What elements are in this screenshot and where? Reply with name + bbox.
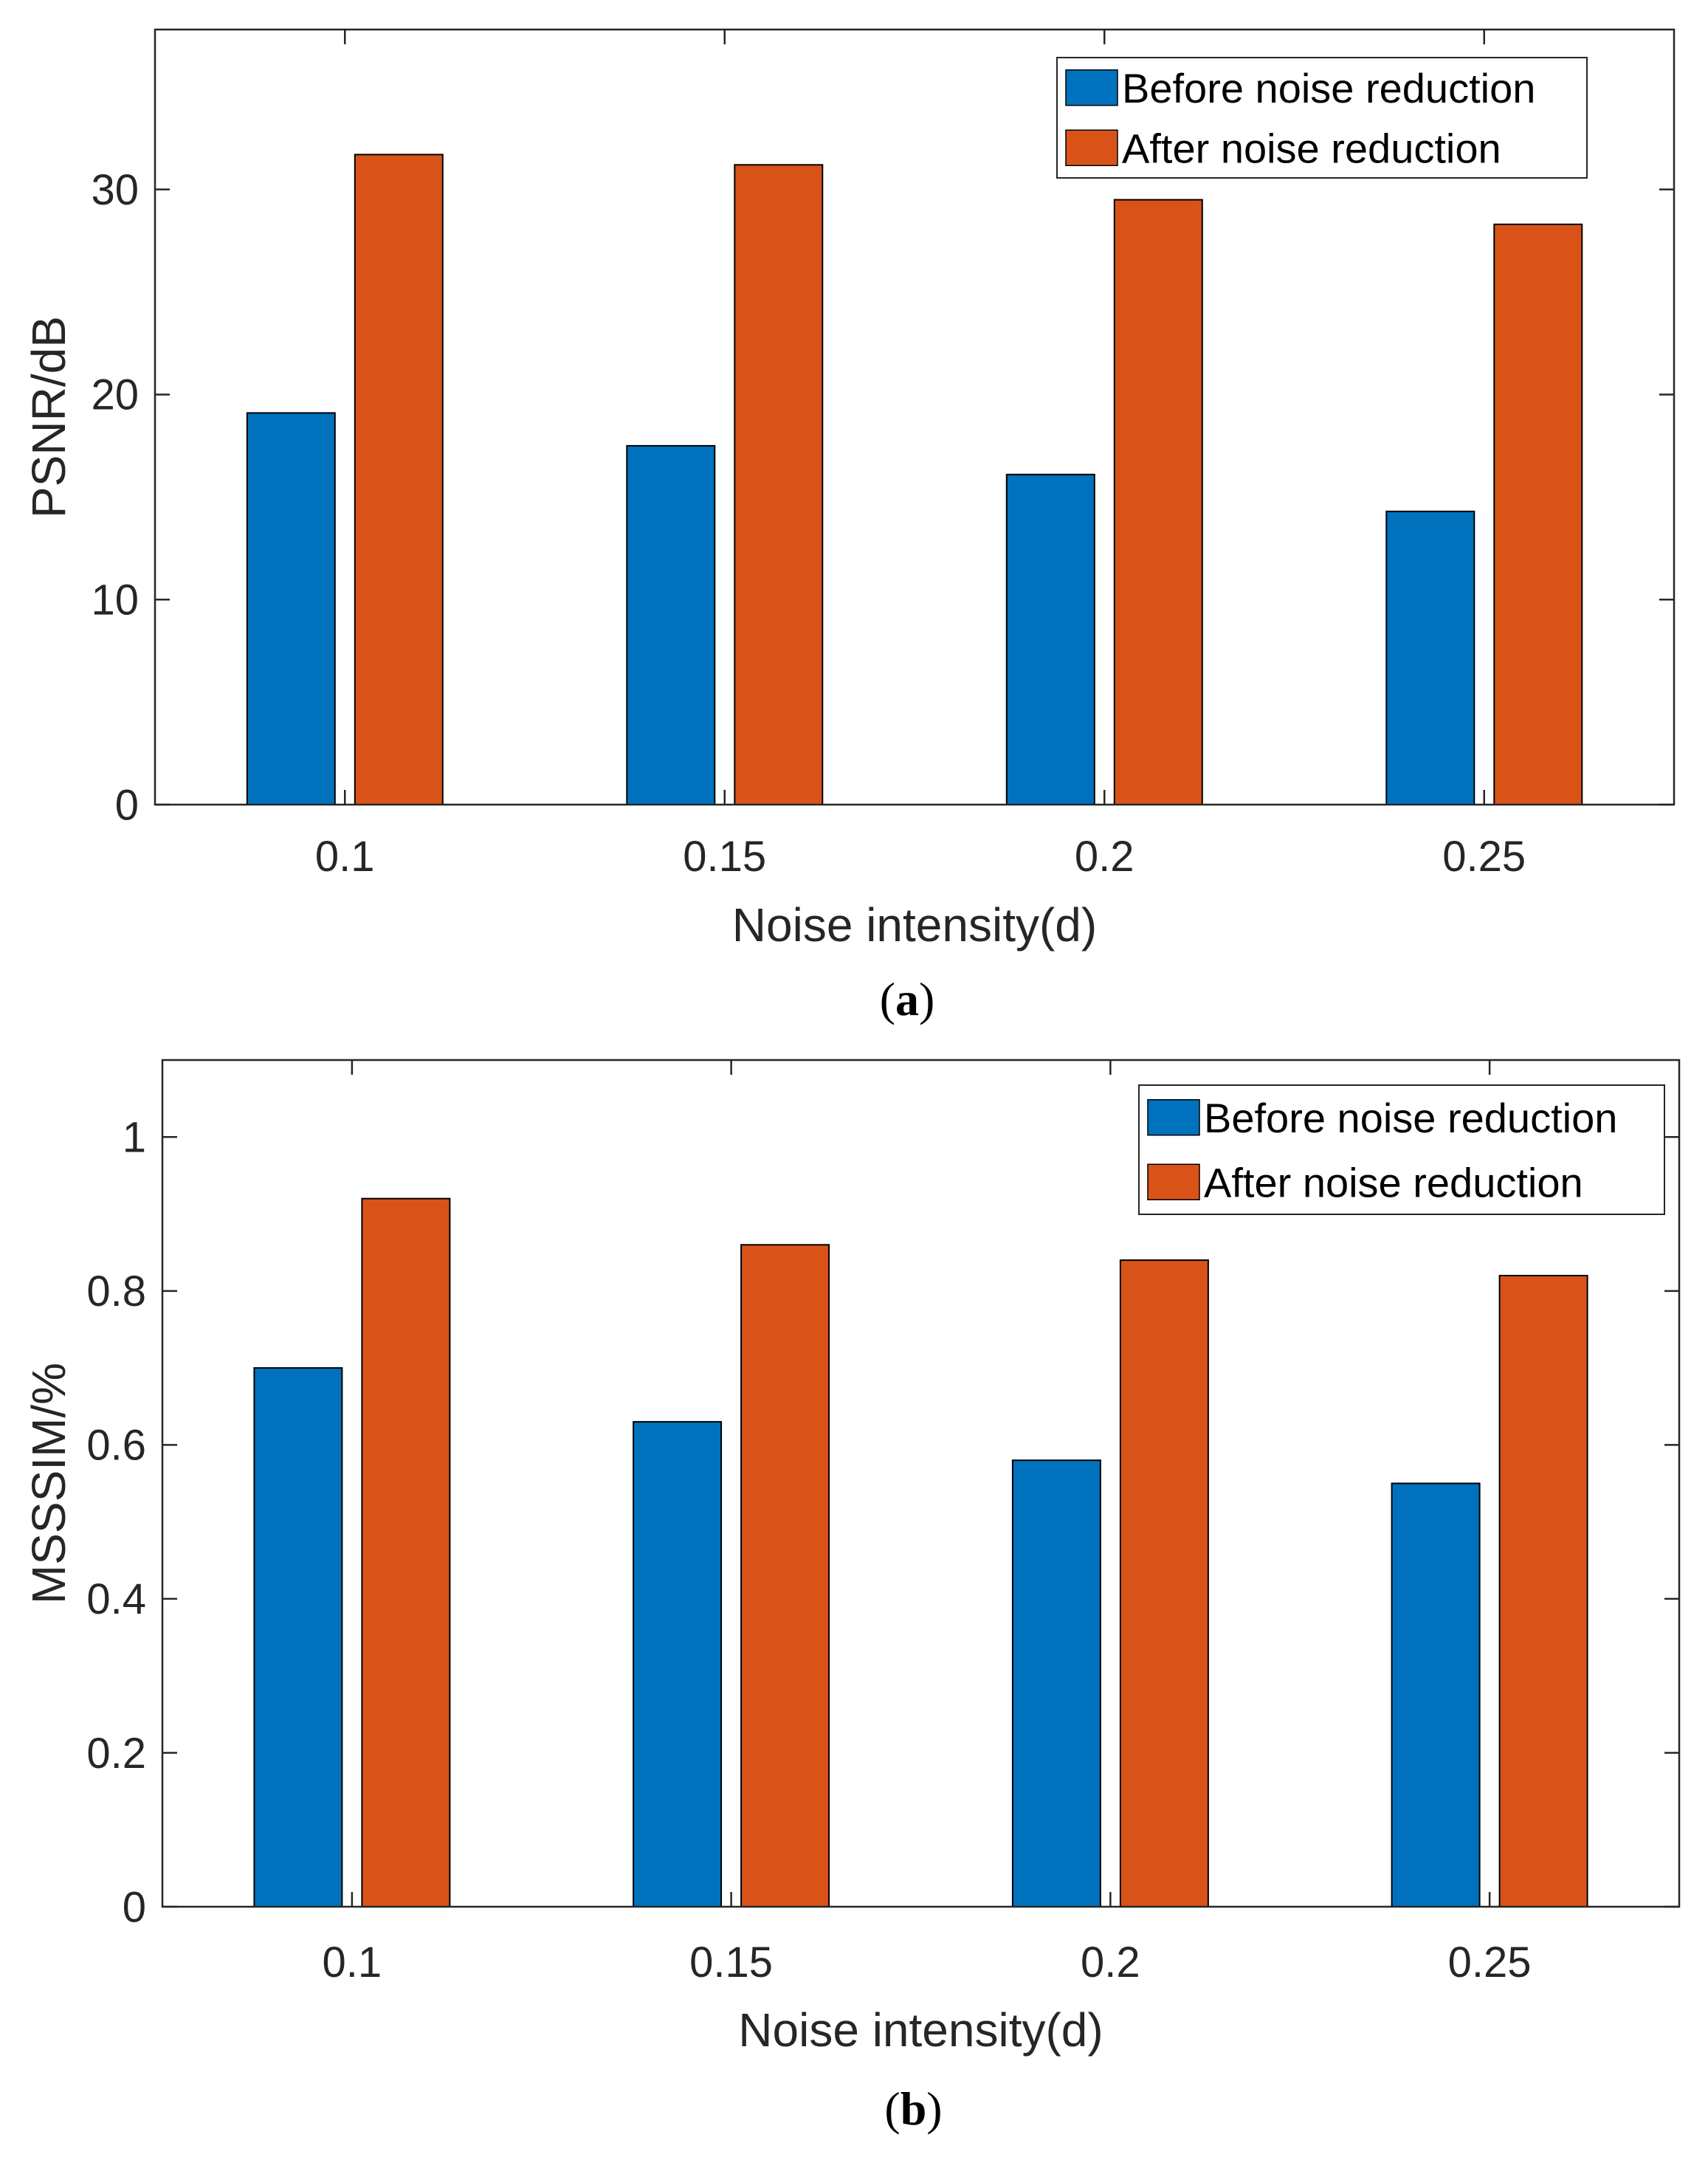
bar-after-0.15: [734, 164, 824, 806]
legend-swatch-before: [1065, 69, 1118, 106]
bar-before-0.15: [633, 1421, 723, 1907]
bar-before-0.2: [1011, 1459, 1101, 1907]
y-tick-label: 0.8: [86, 1267, 146, 1315]
chart-panel-a: 0 10 20 30 0.1 0.15 0.2 0.25 Noise intensity(d) P…: [22, 28, 1676, 1025]
y-tick-label: 1: [123, 1114, 146, 1162]
legend: Before noise reduction After noise reduct…: [1056, 57, 1588, 179]
legend-swatch-after: [1147, 1163, 1200, 1200]
bar-after-0.2: [1113, 199, 1203, 806]
bar-before-0.2: [1005, 473, 1095, 805]
y-tick-label: 10: [91, 577, 139, 625]
bar-after-0.25: [1493, 223, 1583, 805]
bar-after-0.1: [361, 1197, 451, 1907]
x-tick-label: 0.2: [1075, 833, 1134, 881]
legend-label-before: Before noise reduction: [1122, 65, 1535, 111]
x-tick-label: 0.1: [323, 1938, 382, 1986]
y-tick-label: 0: [123, 1883, 146, 1931]
bar-before-0.25: [1391, 1482, 1481, 1907]
x-axis-label: Noise intensity(d): [732, 898, 1097, 952]
plot-area-frame: [154, 28, 1676, 806]
y-tick-label: 0.2: [86, 1730, 146, 1778]
y-tick-label: 0: [115, 781, 139, 829]
legend-label-after: After noise reduction: [1122, 125, 1501, 171]
plot-area-frame: [161, 1059, 1681, 1908]
x-tick-label: 0.15: [683, 833, 766, 881]
bar-before-0.1: [253, 1367, 343, 1907]
y-tick-label: 30: [91, 166, 139, 214]
x-tick-label: 0.2: [1081, 1938, 1140, 1986]
x-tick-label: 0.15: [689, 1938, 773, 1986]
panel-caption: (b): [884, 2082, 942, 2135]
y-axis-label: MSSSIM/%: [22, 1363, 75, 1604]
x-tick-label: 0.25: [1448, 1938, 1532, 1986]
bar-before-0.25: [1385, 510, 1475, 805]
legend-label-after: After noise reduction: [1204, 1159, 1583, 1205]
legend-swatch-before: [1147, 1099, 1200, 1136]
bar-before-0.15: [626, 444, 716, 806]
x-tick-label: 0.1: [315, 833, 375, 881]
y-tick-label: 0.4: [86, 1575, 146, 1623]
y-axis-label: PSNR/dB: [22, 316, 75, 518]
bar-after-0.2: [1119, 1259, 1209, 1907]
bar-after-0.1: [354, 154, 444, 805]
bar-before-0.1: [246, 412, 336, 805]
chart-panel-b: 0 0.2 0.4 0.6 0.8 1 0.1 0.15 0.2 0.25 Noise intens…: [22, 1059, 1681, 2135]
legend-swatch-after: [1065, 129, 1118, 166]
bar-after-0.15: [740, 1244, 830, 1908]
legend-label-before: Before noise reduction: [1204, 1095, 1617, 1141]
legend-box: [1138, 1084, 1665, 1215]
x-tick-label: 0.25: [1442, 833, 1526, 881]
bar-after-0.25: [1498, 1275, 1588, 1907]
x-axis-label: Noise intensity(d): [738, 2003, 1103, 2057]
legend: Before noise reduction After noise reduct…: [1138, 1084, 1665, 1215]
y-tick-label: 20: [91, 371, 139, 419]
y-tick-label: 0.6: [86, 1422, 146, 1470]
panel-caption: (a): [880, 973, 935, 1025]
legend-box: [1056, 57, 1588, 179]
